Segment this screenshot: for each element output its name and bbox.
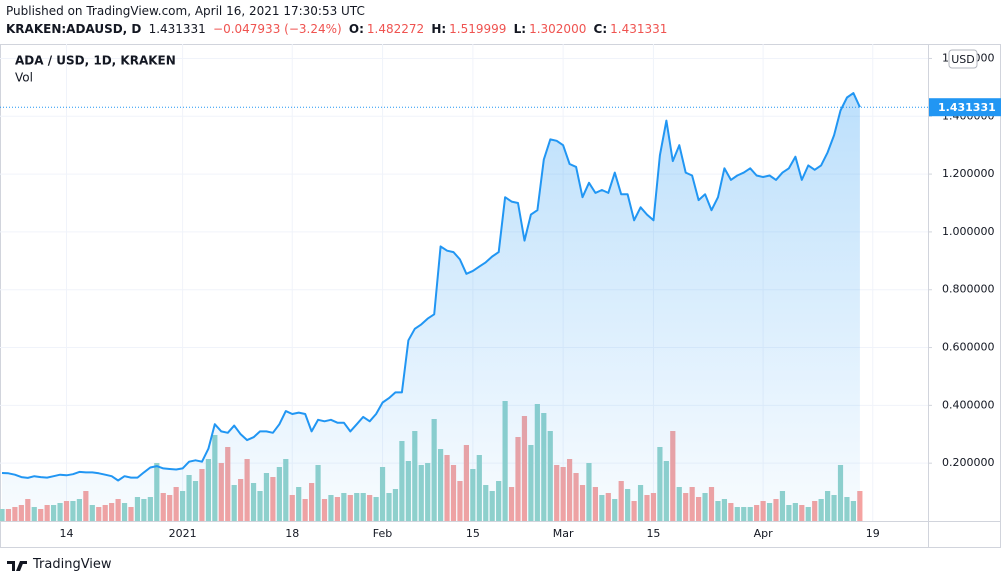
published-line: Published on TradingView.com, April 16, … <box>6 4 365 18</box>
ohlc-line: KRAKEN:ADAUSD, D 1.431331 −0.047933 (−3.… <box>6 22 670 36</box>
high-label: H: <box>431 22 447 36</box>
symbol: KRAKEN:ADAUSD, D <box>6 22 142 36</box>
y-tick-label: 0.400000 <box>942 398 995 411</box>
open-label: O: <box>348 22 364 36</box>
y-tick-label: 0.600000 <box>942 341 995 354</box>
open: 1.482272 <box>366 22 425 36</box>
high: 1.519999 <box>449 22 507 36</box>
y-tick-label: 0.200000 <box>942 456 995 469</box>
x-tick-label: 18 <box>285 527 299 540</box>
x-tick-label: 14 <box>60 527 74 540</box>
y-tick-label: 0.800000 <box>942 283 995 296</box>
price-line <box>1 92 861 482</box>
chart: 0.200000 0.400000 0.600000 0.800000 1.000000… <box>0 44 1001 548</box>
y-tick-label: 1.200000 <box>942 167 995 180</box>
frame <box>0 44 1001 548</box>
footer-logo: TradingView <box>6 557 112 572</box>
x-tick-label: Mar <box>553 527 574 540</box>
close: 1.431331 <box>610 22 668 36</box>
last-price-label: 1.431331 <box>938 101 996 114</box>
x-tick-label: 15 <box>646 527 660 540</box>
x-tick-label: Feb <box>373 527 392 540</box>
low-label: L: <box>513 22 527 36</box>
last-price: 1.431331 <box>148 22 206 36</box>
close-label: C: <box>593 22 608 36</box>
logo-icon <box>7 560 27 571</box>
last-price-badge <box>929 98 1001 117</box>
y-tick-label: 1.000000 <box>942 225 995 238</box>
low: 1.302000 <box>529 22 587 36</box>
chart-title: ADA / USD, 1D, KRAKEN <box>15 54 176 68</box>
volume-legend: Vol <box>15 71 33 85</box>
x-tick-label: Apr <box>754 527 774 540</box>
x-tick-label: 2021 <box>169 527 197 540</box>
currency-label: USD <box>951 53 975 66</box>
price-area <box>2 93 860 521</box>
brand: TradingView <box>33 557 112 572</box>
x-tick-label: 19 <box>866 527 880 540</box>
change: −0.047933 (−3.24%) <box>213 22 342 36</box>
currency-badge <box>948 49 978 69</box>
x-tick-label: 15 <box>466 527 480 540</box>
